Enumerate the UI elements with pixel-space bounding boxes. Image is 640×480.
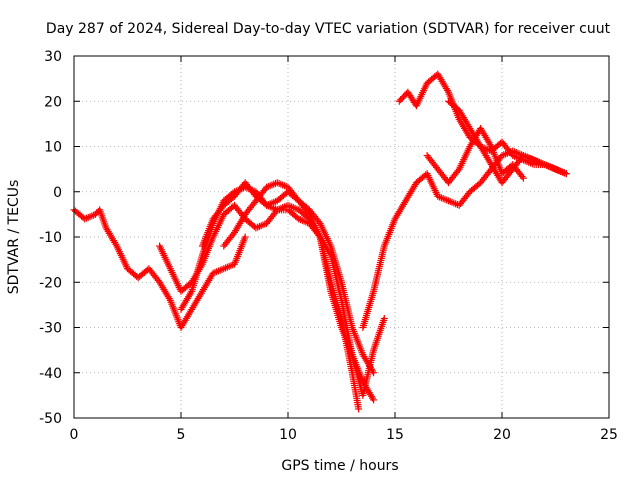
x-tick-label: 0 [70,427,79,443]
y-axis-title: SDTVAR / TECUs [6,180,22,295]
tick-labels: 0 5 10 15 20 25 -50 -40 -30 -20 -10 0 10 20 30 [39,49,618,443]
x-tick-label: 10 [279,427,297,443]
data-point-marker [380,314,388,322]
data-point-marker [355,405,363,413]
trace-marker [229,230,237,238]
y-tick-label: 20 [44,94,62,110]
data-point-marker [519,174,527,182]
x-tick-label: 15 [386,427,404,443]
axis-ticks [73,55,610,419]
x-tick-label: 20 [493,427,511,443]
data-point-marker [241,233,249,241]
y-tick-label: -50 [39,411,62,427]
chart-title: Day 287 of 2024, Sidereal Day-to-day VTE… [46,21,611,37]
trace-marker [304,209,312,217]
data-point-marker [562,170,570,178]
x-tick-label: 5 [177,427,186,443]
y-tick-label: 30 [44,49,62,65]
y-tick-label: -10 [39,230,62,246]
x-tick-label: 25 [600,427,618,443]
y-tick-label: -20 [39,275,62,291]
y-tick-label: 10 [44,140,62,156]
data-point-marker [370,396,378,404]
y-tick-label: -30 [39,321,62,337]
trace-marker [154,277,162,285]
y-tick-label: 0 [53,185,62,201]
y-tick-label: -40 [39,366,62,382]
data-marks [70,70,570,413]
trace-marker [518,172,526,180]
grid-layer [74,56,609,418]
trace-marker [454,167,462,175]
x-axis-title: GPS time / hours [281,458,398,474]
